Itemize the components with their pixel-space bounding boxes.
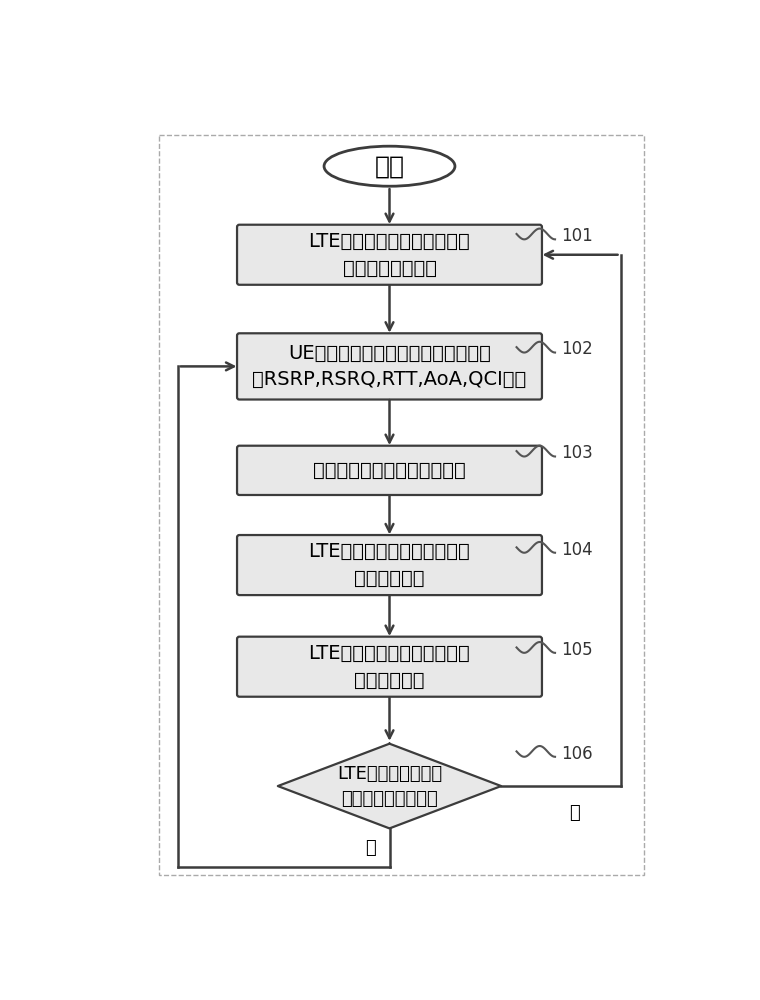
Text: 102: 102 (561, 340, 593, 358)
FancyBboxPatch shape (237, 535, 542, 595)
Text: 101: 101 (561, 227, 593, 245)
Text: 否: 否 (365, 839, 375, 857)
FancyBboxPatch shape (237, 637, 542, 697)
Text: LTE无线信号采集与
分析系统重新部署？: LTE无线信号采集与 分析系统重新部署？ (337, 765, 442, 808)
Polygon shape (278, 744, 501, 828)
Text: 分析用户移动特性与业务特征: 分析用户移动特性与业务特征 (313, 461, 466, 480)
Text: 105: 105 (561, 641, 593, 659)
Text: LTE无线信号采集与分析系统
速度门限的自学习: LTE无线信号采集与分析系统 速度门限的自学习 (309, 232, 470, 277)
Text: 是: 是 (569, 804, 580, 822)
Text: 开始: 开始 (375, 154, 404, 178)
Text: LTE无线信号采集与分析系统
负载情况分析: LTE无线信号采集与分析系统 负载情况分析 (309, 644, 470, 689)
Ellipse shape (324, 146, 455, 186)
Text: LTE无线信号采集与分析系统
优先切换算法: LTE无线信号采集与分析系统 优先切换算法 (309, 542, 470, 588)
Text: 103: 103 (561, 444, 593, 462)
FancyBboxPatch shape (237, 225, 542, 285)
Text: 106: 106 (561, 745, 593, 763)
FancyBboxPatch shape (237, 446, 542, 495)
FancyBboxPatch shape (237, 333, 542, 400)
Text: 104: 104 (561, 541, 593, 559)
Bar (159, 135, 644, 875)
Text: UE监测相邻小区并收集切换相关参数
（RSRP,RSRQ,RTT,AoA,QCI等）: UE监测相邻小区并收集切换相关参数 （RSRP,RSRQ,RTT,AoA,QCI… (252, 344, 527, 389)
